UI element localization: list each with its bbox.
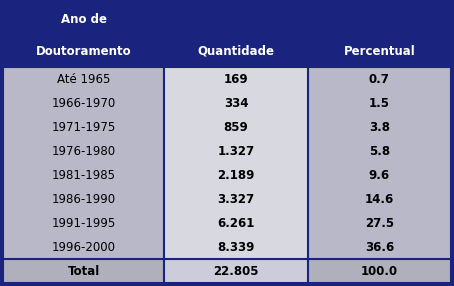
Text: 169: 169 [224, 73, 248, 86]
Bar [3, 67, 164, 91]
Bar [164, 139, 308, 163]
Bar [3, 259, 164, 283]
Text: 1996-2000: 1996-2000 [52, 241, 116, 254]
Bar [3, 115, 164, 139]
Text: 1981-1985: 1981-1985 [52, 169, 116, 182]
Text: Quantidade: Quantidade [197, 45, 275, 58]
Bar [308, 35, 451, 67]
Text: Doutoramento: Doutoramento [36, 45, 132, 58]
Bar [3, 35, 164, 67]
Text: 3.8: 3.8 [369, 121, 390, 134]
Text: 2.189: 2.189 [217, 169, 255, 182]
Bar [308, 187, 451, 211]
Text: 27.5: 27.5 [365, 217, 394, 230]
Bar [308, 163, 451, 187]
Bar [308, 235, 451, 259]
Text: Ano de: Ano de [61, 13, 107, 26]
Bar [164, 67, 308, 91]
Bar [164, 163, 308, 187]
Text: 334: 334 [224, 97, 248, 110]
Text: 6.261: 6.261 [217, 217, 255, 230]
Text: 1976-1980: 1976-1980 [52, 145, 116, 158]
Text: 859: 859 [223, 121, 248, 134]
Bar [3, 91, 164, 115]
Text: 5.8: 5.8 [369, 145, 390, 158]
Text: 22.805: 22.805 [213, 265, 259, 277]
Text: Total: Total [68, 265, 100, 277]
Bar [164, 187, 308, 211]
Bar [308, 91, 451, 115]
Bar [308, 67, 451, 91]
Bar [308, 3, 451, 35]
Bar [164, 115, 308, 139]
Text: Percentual: Percentual [343, 45, 415, 58]
Bar [308, 139, 451, 163]
Bar [164, 35, 308, 67]
Text: 8.339: 8.339 [217, 241, 255, 254]
Bar [3, 3, 164, 35]
Bar [3, 139, 164, 163]
Bar [3, 163, 164, 187]
Text: 1971-1975: 1971-1975 [51, 121, 116, 134]
Text: 1986-1990: 1986-1990 [52, 193, 116, 206]
Text: 36.6: 36.6 [365, 241, 394, 254]
Bar [164, 91, 308, 115]
Bar [308, 211, 451, 235]
Bar [3, 211, 164, 235]
Text: Até 1965: Até 1965 [57, 73, 110, 86]
Text: 14.6: 14.6 [365, 193, 394, 206]
Bar [3, 187, 164, 211]
Text: 0.7: 0.7 [369, 73, 390, 86]
Bar [164, 235, 308, 259]
Text: 3.327: 3.327 [217, 193, 255, 206]
Bar [164, 211, 308, 235]
Bar [164, 3, 308, 35]
Text: 1.5: 1.5 [369, 97, 390, 110]
Text: 100.0: 100.0 [361, 265, 398, 277]
Text: 9.6: 9.6 [369, 169, 390, 182]
Text: 1991-1995: 1991-1995 [51, 217, 116, 230]
Bar [164, 259, 308, 283]
Bar [308, 115, 451, 139]
Text: 1966-1970: 1966-1970 [51, 97, 116, 110]
Bar [308, 259, 451, 283]
Bar [3, 235, 164, 259]
Text: 1.327: 1.327 [217, 145, 255, 158]
